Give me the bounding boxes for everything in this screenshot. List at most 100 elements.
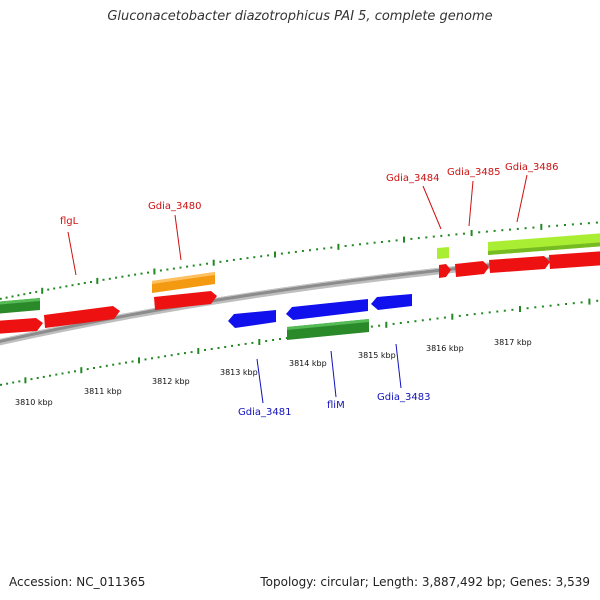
- upper-ruler-major-tick: [96, 277, 99, 284]
- lower-ruler-minor-tick: [93, 367, 95, 369]
- lower-ruler-minor-tick: [86, 368, 89, 371]
- upper-ruler-minor-tick: [253, 256, 256, 259]
- upper-ruler-minor-tick: [501, 229, 504, 232]
- upper-ruler-minor-tick: [102, 278, 105, 281]
- upper-ruler-minor-tick: [199, 263, 202, 266]
- upper-ruler-minor-tick: [440, 234, 443, 237]
- upper-ruler-minor-tick: [267, 254, 270, 257]
- lower-ruler-major-tick: [519, 306, 521, 312]
- lower-ruler-minor-tick: [164, 355, 167, 358]
- upper-ruler-minor-tick: [17, 294, 20, 297]
- upper-ruler-minor-tick: [147, 271, 149, 274]
- lower-ruler-minor-tick: [421, 319, 424, 322]
- upper-ruler-minor-tick: [108, 277, 111, 280]
- lower-ruler-major-tick: [385, 321, 388, 328]
- lower-ruler-minor-tick: [42, 375, 45, 378]
- lower-ruler-minor-tick: [125, 361, 127, 364]
- lower-ruler-minor-tick: [131, 360, 134, 363]
- lower-ruler-minor-tick: [414, 320, 417, 323]
- upper-ruler-minor-tick: [166, 268, 169, 271]
- lower-ruler-minor-tick: [30, 378, 33, 381]
- upper-ruler-minor-tick: [316, 248, 319, 251]
- upper-ruler-minor-tick: [186, 265, 189, 268]
- upper-ruler-minor-tick: [239, 258, 242, 260]
- upper-ruler-minor-tick: [134, 273, 137, 276]
- lower-ruler-minor-tick: [251, 341, 254, 344]
- upper-ruler-minor-tick: [425, 236, 428, 239]
- lower-ruler-minor-tick: [231, 344, 233, 347]
- lower-ruler-minor-tick: [541, 305, 544, 308]
- upper-ruler-minor-tick: [330, 246, 333, 249]
- upper-ruler-minor-tick: [571, 223, 574, 226]
- gene-arrow-red-4: [455, 261, 489, 277]
- lower-ruler-minor-tick: [473, 313, 476, 316]
- lower-ruler-minor-tick: [210, 348, 213, 350]
- lower-ruler-minor-tick: [105, 364, 108, 367]
- lower-ruler-major-tick: [197, 348, 200, 354]
- lower-ruler-minor-tick: [157, 356, 160, 359]
- upper-ruler-minor-tick: [309, 249, 311, 252]
- lower-ruler-minor-tick: [572, 302, 575, 305]
- lower-ruler-minor-tick: [12, 381, 15, 384]
- gene-arrow-red-6: [549, 251, 600, 269]
- tick-label-3811: 3811 kbp: [84, 387, 122, 396]
- upper-tick-ruler: [0, 221, 598, 300]
- lower-ruler-minor-tick: [399, 322, 402, 324]
- upper-ruler-minor-tick: [532, 226, 535, 229]
- callout-line-gdia3484: [422, 185, 442, 230]
- callout-line-gdia3483: [395, 343, 402, 389]
- upper-ruler-major-tick: [212, 259, 215, 266]
- upper-ruler-minor-tick: [373, 241, 376, 244]
- gene-label-flim: fliM: [327, 400, 345, 411]
- lower-ruler-minor-tick: [170, 354, 173, 357]
- callout-line-flim: [330, 350, 337, 398]
- upper-ruler-minor-tick: [395, 239, 398, 242]
- upper-ruler-minor-tick: [23, 293, 26, 296]
- lower-ruler-minor-tick: [481, 312, 484, 315]
- upper-ruler-major-tick: [41, 287, 44, 294]
- tick-label-3812: 3812 kbp: [152, 377, 190, 386]
- upper-ruler-minor-tick: [587, 222, 590, 225]
- lower-ruler-minor-tick: [580, 301, 583, 304]
- upper-ruler-minor-tick: [323, 247, 326, 250]
- upper-ruler-minor-tick: [359, 243, 361, 246]
- upper-ruler-minor-tick: [493, 229, 496, 232]
- upper-ruler-minor-tick: [127, 274, 130, 277]
- lower-ruler-minor-tick: [151, 357, 153, 360]
- upper-ruler-minor-tick: [388, 240, 391, 243]
- lower-ruler-minor-tick: [370, 325, 373, 328]
- upper-ruler-minor-tick: [556, 224, 559, 227]
- lower-ruler-minor-tick: [184, 352, 186, 355]
- gene-arrow-red-5: [489, 256, 550, 273]
- upper-ruler-minor-tick: [5, 296, 8, 299]
- upper-ruler-minor-tick: [294, 250, 297, 253]
- lower-ruler-minor-tick: [488, 311, 491, 314]
- upper-ruler-minor-tick: [0, 297, 2, 300]
- callout-line-gdia3485: [468, 180, 474, 227]
- upper-ruler-minor-tick: [516, 227, 519, 230]
- lower-ruler-minor-tick: [407, 321, 410, 324]
- tick-label-3813: 3813 kbp: [220, 368, 258, 377]
- lower-ruler-minor-tick: [279, 338, 281, 340]
- upper-ruler-minor-tick: [564, 224, 566, 226]
- gene-arrow-red-1: [0, 318, 43, 334]
- gene-label-gdia3480: Gdia_3480: [148, 201, 201, 212]
- upper-ruler-major-tick: [274, 251, 276, 258]
- kbp-tick-labels: 3810 kbp 3811 kbp 3812 kbp 3813 kbp 3814…: [15, 338, 532, 407]
- lower-ruler-minor-tick: [503, 309, 506, 312]
- callout-line-gdia3480: [174, 214, 182, 261]
- lower-ruler-minor-tick: [112, 363, 115, 366]
- upper-ruler-minor-tick: [77, 283, 80, 286]
- upper-ruler-major-tick: [403, 236, 405, 243]
- gene-label-gdia3485: Gdia_3485: [447, 167, 500, 178]
- lower-ruler-major-tick: [451, 313, 454, 320]
- upper-ruler-minor-tick: [65, 285, 68, 288]
- gene-callout-lines: [67, 174, 528, 404]
- lower-ruler-major-tick: [138, 357, 140, 364]
- upper-ruler-minor-tick: [206, 262, 208, 265]
- lower-ruler-minor-tick: [392, 322, 395, 325]
- gene-arrow-blue-3: [371, 294, 412, 310]
- upper-ruler-minor-tick: [11, 295, 14, 298]
- gene-label-flgL: flgL: [60, 216, 79, 227]
